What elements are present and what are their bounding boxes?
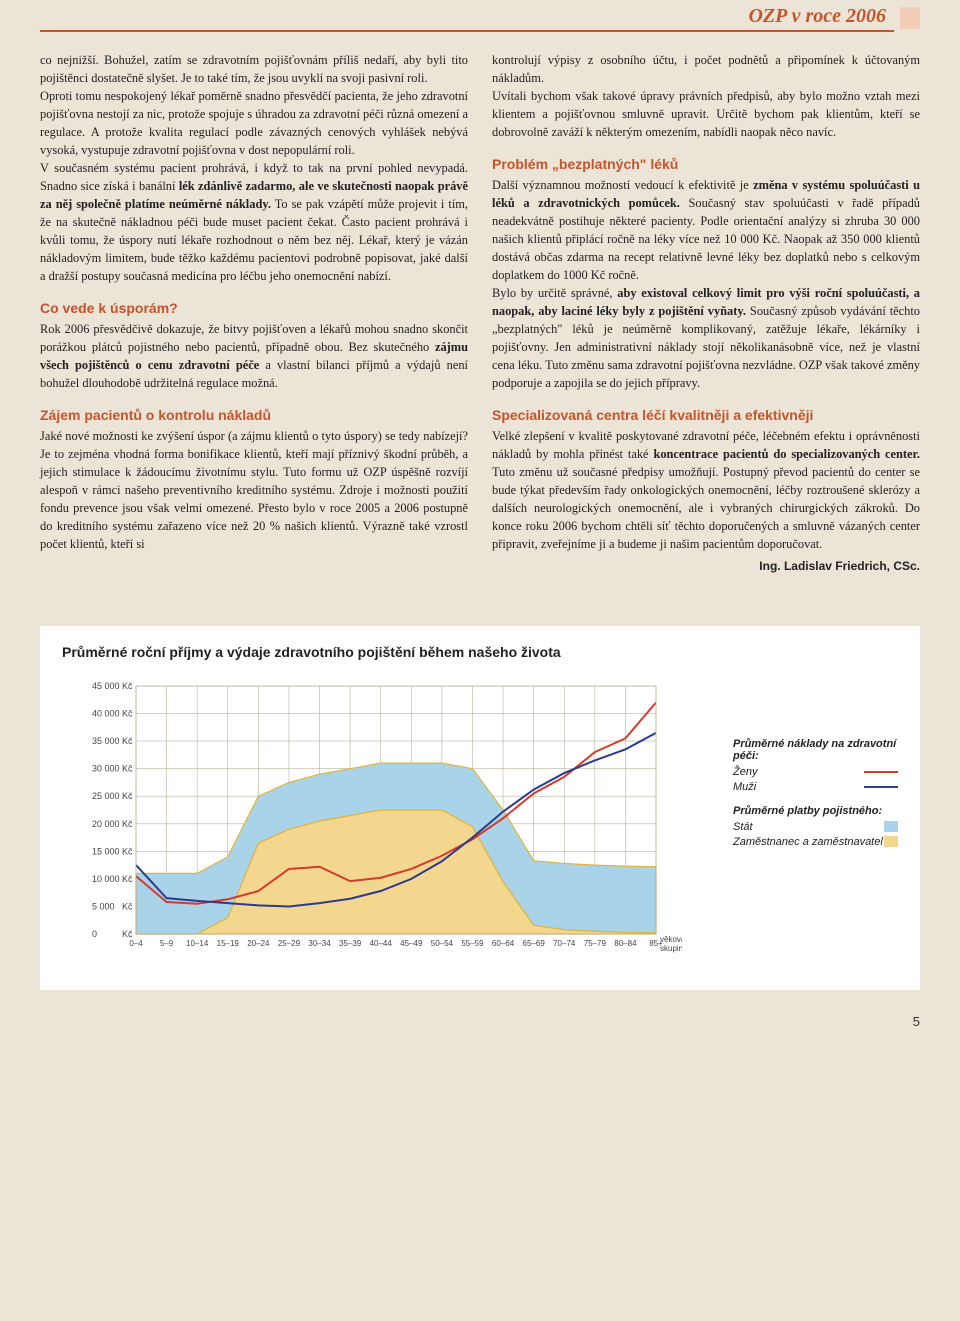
svg-text:50–54: 50–54 — [431, 939, 454, 948]
body-text: kontrolují výpisy z osobního účtu, i poč… — [492, 53, 920, 85]
chart-legend: Průměrné náklady na zdravotní péči: Ženy… — [733, 678, 898, 968]
svg-text:10 000: 10 000 — [92, 873, 120, 883]
emphasis: koncentrace pacientů do specializovaných… — [653, 447, 920, 461]
chart-panel: Průměrné roční příjmy a výdaje zdravotní… — [40, 626, 920, 990]
legend-swatch-square — [884, 821, 898, 832]
svg-text:30 000: 30 000 — [92, 763, 120, 773]
page-number: 5 — [40, 1014, 920, 1029]
svg-text:35–39: 35–39 — [339, 939, 362, 948]
right-column: kontrolují výpisy z osobního účtu, i poč… — [492, 52, 920, 576]
svg-text:Kč: Kč — [122, 681, 133, 691]
page-header: OZP v roce 2006 — [40, 0, 920, 36]
section-heading: Co vede k úsporám? — [40, 298, 468, 318]
body-text: Tuto změnu už současné předpisy umožňují… — [492, 465, 920, 551]
svg-text:65–69: 65–69 — [523, 939, 546, 948]
two-column-body: co nejnižší. Bohužel, zatím se zdravotní… — [40, 52, 920, 576]
svg-text:věková: věková — [660, 935, 682, 944]
chart-title: Průměrné roční příjmy a výdaje zdravotní… — [62, 644, 898, 660]
legend-swatch-line — [864, 786, 898, 788]
legend-label: Stát — [733, 821, 753, 833]
svg-text:80–84: 80–84 — [614, 939, 637, 948]
svg-text:5–9: 5–9 — [160, 939, 174, 948]
body-text: Jaké nové možnosti ke zvýšení úspor (a z… — [40, 429, 468, 551]
legend-heading: Průměrné platby pojistného: — [733, 805, 898, 817]
svg-text:45 000: 45 000 — [92, 681, 120, 691]
svg-text:5 000: 5 000 — [92, 901, 115, 911]
svg-text:Kč: Kč — [122, 873, 133, 883]
svg-text:70–74: 70–74 — [553, 939, 576, 948]
svg-text:Kč: Kč — [122, 818, 133, 828]
svg-text:0: 0 — [92, 929, 97, 939]
legend-label: Zaměstnanec a zaměstnavatel — [733, 836, 883, 848]
body-text: Další významnou možností vedoucí k efekt… — [492, 178, 753, 192]
chart-canvas: 0Kč5 000Kč10 000Kč15 000Kč20 000Kč25 000… — [62, 678, 705, 968]
svg-text:Kč: Kč — [122, 929, 133, 939]
body-text: Rok 2006 přesvědčivě dokazuje, že bitvy … — [40, 322, 468, 354]
svg-text:15–19: 15–19 — [217, 939, 240, 948]
svg-text:Kč: Kč — [122, 791, 133, 801]
legend-heading: Průměrné náklady na zdravotní péči: — [733, 738, 898, 762]
legend-item-zam: Zaměstnanec a zaměstnavatel — [733, 836, 898, 848]
svg-text:75–79: 75–79 — [584, 939, 607, 948]
svg-text:10–14: 10–14 — [186, 939, 209, 948]
svg-text:Kč: Kč — [122, 736, 133, 746]
legend-item-zeny: Ženy — [733, 766, 898, 778]
legend-swatch-line — [864, 771, 898, 773]
legend-label: Ženy — [733, 766, 757, 778]
svg-text:20–24: 20–24 — [247, 939, 270, 948]
svg-text:35 000: 35 000 — [92, 736, 120, 746]
header-accent-block — [900, 7, 920, 29]
svg-text:40–44: 40–44 — [370, 939, 393, 948]
svg-text:Kč: Kč — [122, 708, 133, 718]
svg-text:20 000: 20 000 — [92, 818, 120, 828]
body-text: Uvítali bychom však takové úpravy právní… — [492, 89, 920, 139]
header-title: OZP v roce 2006 — [40, 5, 894, 32]
svg-text:Kč: Kč — [122, 846, 133, 856]
body-text: co nejnižší. Bohužel, zatím se zdravotní… — [40, 53, 468, 85]
author-signature: Ing. Ladislav Friedrich, CSc. — [492, 558, 920, 575]
svg-text:45–49: 45–49 — [400, 939, 423, 948]
section-heading: Specializovaná centra léčí kvalitněji a … — [492, 405, 920, 425]
body-text: Oproti tomu nespokojený lékař poměrně sn… — [40, 89, 468, 157]
section-heading: Zájem pacientů o kontrolu nákladů — [40, 405, 468, 425]
svg-text:15 000: 15 000 — [92, 846, 120, 856]
legend-item-muzi: Muži — [733, 781, 898, 793]
svg-text:55–59: 55–59 — [461, 939, 484, 948]
svg-text:0–4: 0–4 — [129, 939, 143, 948]
svg-text:Kč: Kč — [122, 763, 133, 773]
svg-text:40 000: 40 000 — [92, 708, 120, 718]
left-column: co nejnižší. Bohužel, zatím se zdravotní… — [40, 52, 468, 576]
svg-text:25–29: 25–29 — [278, 939, 301, 948]
legend-label: Muži — [733, 781, 756, 793]
legend-swatch-square — [884, 836, 898, 847]
chart-svg: 0Kč5 000Kč10 000Kč15 000Kč20 000Kč25 000… — [62, 678, 682, 968]
section-heading: Problém „bezplatných" léků — [492, 154, 920, 174]
svg-text:60–64: 60–64 — [492, 939, 515, 948]
body-text: Bylo by určitě správné, — [492, 286, 617, 300]
svg-text:Kč: Kč — [122, 901, 133, 911]
legend-item-stat: Stát — [733, 821, 898, 833]
svg-text:30–34: 30–34 — [308, 939, 331, 948]
svg-text:25 000: 25 000 — [92, 791, 120, 801]
svg-text:skupina: skupina — [660, 944, 682, 953]
